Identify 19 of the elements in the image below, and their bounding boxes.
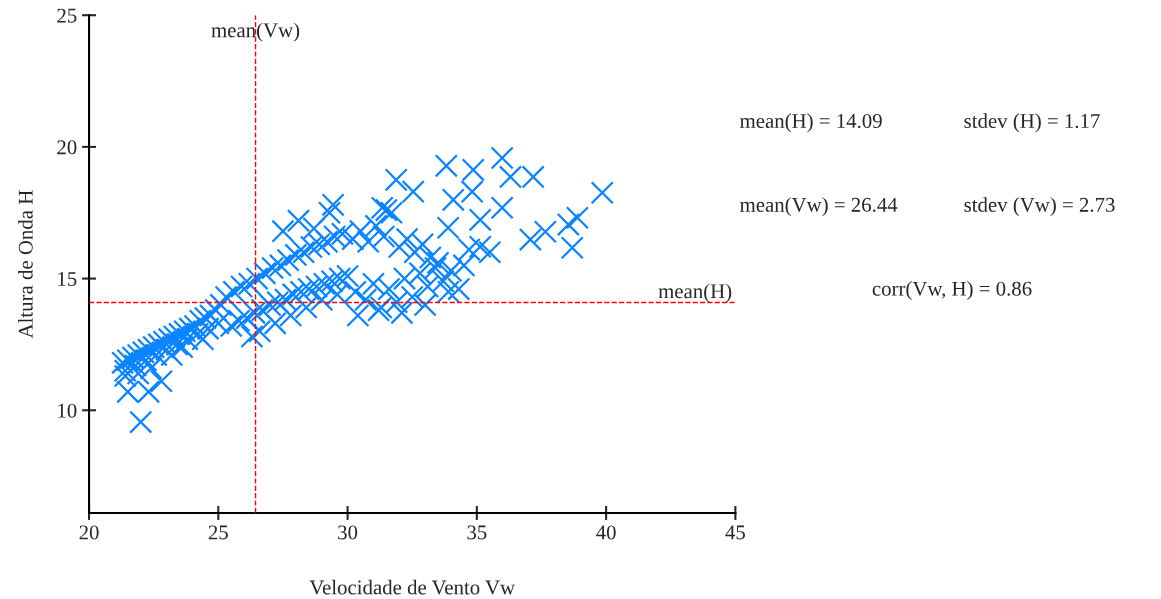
x-tick-label: 30 [338, 525, 358, 540]
text: mean(H) = 14.09 [739, 113, 882, 133]
y-tick-label: 25 [57, 8, 77, 23]
ref-line-label: mean(H) [658, 283, 732, 303]
x-tick-label: 45 [725, 525, 745, 540]
x-tick-label: 35 [467, 525, 487, 540]
text: stdev (H) = 1.17 [964, 113, 1100, 133]
text: corr(Vw, H) = 0.86 [872, 281, 1032, 300]
y-tick-label: 15 [58, 272, 77, 287]
x-tick-label: 40 [596, 525, 616, 540]
y-axis-title: Altura de Onda H [18, 190, 33, 339]
text: stdev (Vw) = 2.73 [964, 197, 1115, 217]
x-tick-label: 25 [208, 525, 228, 540]
y-tick-label: 20 [57, 140, 77, 155]
text: mean(Vw) = 26.44 [739, 197, 898, 217]
x-tick-label: 20 [79, 525, 99, 540]
x-axis-title: Velocidade de Vento Vw [309, 579, 516, 595]
y-tick-label: 10 [58, 403, 77, 418]
ref-line-label: mean(Vw) [211, 22, 300, 42]
